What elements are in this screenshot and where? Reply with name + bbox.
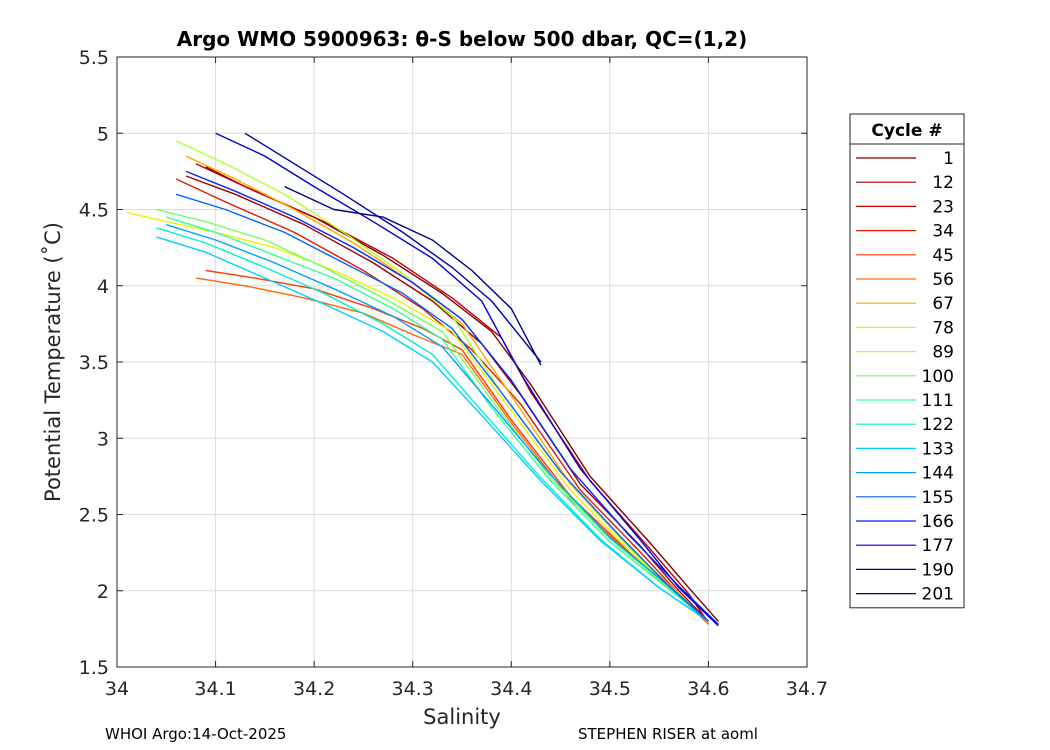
y-tick-label: 4 [97, 276, 109, 298]
series-line-cycle-100 [156, 208, 709, 622]
legend-label-12: 12 [932, 173, 954, 193]
x-tick-label: 34.5 [589, 678, 631, 700]
series-line-cycle-166 [185, 170, 719, 625]
legend-label-100: 100 [922, 367, 954, 387]
x-tick-label: 34 [105, 678, 129, 700]
x-tick-label: 34.6 [687, 678, 729, 700]
legend-label-155: 155 [922, 488, 954, 508]
legend-label-67: 67 [932, 294, 954, 314]
chart-title: Argo WMO 5900963: θ-S below 500 dbar, QC… [177, 27, 747, 51]
footer-source-date: WHOI Argo:14-Oct-2025 [105, 725, 287, 743]
legend-label-133: 133 [922, 439, 954, 459]
x-tick-label: 34.7 [786, 678, 828, 700]
legend-label-166: 166 [922, 512, 954, 532]
legend-label-1: 1 [943, 149, 954, 169]
legend-label-34: 34 [932, 222, 954, 242]
y-tick-label: 3 [97, 428, 109, 450]
legend-box [849, 113, 965, 609]
y-tick-label: 5 [97, 123, 109, 145]
y-tick-label: 5.5 [79, 47, 109, 69]
x-tick-label: 34.3 [392, 678, 434, 700]
series-group [126, 132, 719, 627]
y-tick-label: 2.5 [79, 505, 109, 527]
axis-ticks: 34 34.1 34.2 34.3 34.4 34.5 34.6 34.7 1.5 2 2.5 3 3.… [79, 47, 828, 700]
y-tick-label: 1.5 [79, 657, 109, 679]
x-tick-label: 34.1 [194, 678, 236, 700]
legend-label-23: 23 [932, 197, 954, 217]
legend-title: Cycle # [871, 121, 942, 141]
series-line-cycle-201 [284, 185, 542, 366]
footer-operator: STEPHEN RISER at aoml [578, 725, 758, 743]
series-line-cycle-190 [244, 132, 542, 363]
legend-label-190: 190 [922, 560, 954, 580]
legend-label-78: 78 [932, 318, 954, 338]
legend-label-56: 56 [932, 270, 954, 290]
y-axis-label: Potential Temperature (˚C) [41, 222, 65, 502]
legend-label-201: 201 [922, 585, 954, 605]
y-tick-label: 4.5 [79, 200, 109, 222]
legend-label-144: 144 [922, 464, 954, 484]
legend: Cycle #1 12 23 34 45 56 67 78 89 100 111 122 133 144 1… [849, 113, 965, 609]
series-line-cycle-133 [156, 236, 709, 622]
series-line-cycle-111 [166, 216, 709, 622]
series-line-cycle-155 [175, 193, 709, 622]
legend-label-177: 177 [922, 536, 954, 556]
series-line-cycle-122 [156, 227, 709, 622]
y-tick-label: 2 [97, 581, 109, 603]
legend-label-111: 111 [922, 391, 954, 411]
series-line-cycle-34 [175, 178, 709, 624]
series-line-cycle-144 [166, 224, 709, 622]
legend-label-122: 122 [922, 415, 954, 435]
x-tick-label: 34.4 [490, 678, 532, 700]
series-line-cycle-177 [215, 132, 719, 627]
x-tick-label: 34.2 [293, 678, 335, 700]
x-axis-label: Salinity [423, 705, 501, 729]
legend-label-89: 89 [932, 343, 954, 363]
legend-label-45: 45 [932, 246, 954, 266]
y-tick-label: 3.5 [79, 352, 109, 374]
series-line-cycle-78 [126, 211, 709, 624]
